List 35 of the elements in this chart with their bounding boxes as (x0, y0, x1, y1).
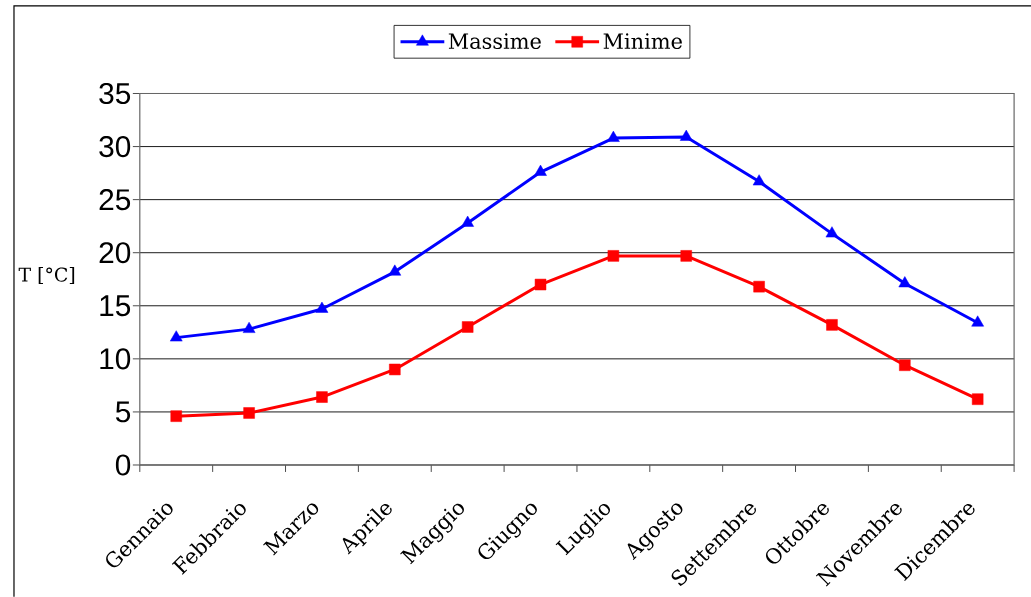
point (389, 363, 401, 376)
point (826, 319, 838, 331)
y-axis-title: T [°C] (18, 267, 75, 285)
point (607, 250, 620, 262)
point (242, 322, 256, 333)
y-tick-label: 5 (115, 401, 131, 423)
point (680, 250, 692, 262)
point (243, 407, 255, 419)
point (316, 391, 328, 403)
point (607, 130, 620, 142)
y-tick-label: 35 (99, 83, 131, 105)
point (534, 278, 547, 291)
point (169, 330, 183, 342)
legend-label: Massime (448, 33, 541, 50)
point (461, 321, 474, 333)
y-tick-label: 0 (115, 454, 131, 476)
y-tick-label: 10 (100, 348, 131, 370)
point (898, 276, 912, 288)
point (461, 215, 474, 227)
y-tick-label: 20 (99, 242, 131, 264)
point (534, 164, 547, 176)
point (899, 359, 911, 372)
point (170, 410, 182, 422)
y-tick-label: 30 (99, 136, 131, 158)
y-tick-label: 15 (100, 295, 131, 317)
point (752, 174, 766, 186)
y-tick-label: 25 (99, 189, 131, 211)
point (753, 281, 765, 293)
point (825, 226, 839, 238)
point (971, 393, 984, 406)
point (679, 129, 693, 141)
point (388, 264, 402, 276)
legend-label: Minime (603, 33, 682, 50)
point (971, 315, 984, 327)
point (315, 301, 329, 313)
